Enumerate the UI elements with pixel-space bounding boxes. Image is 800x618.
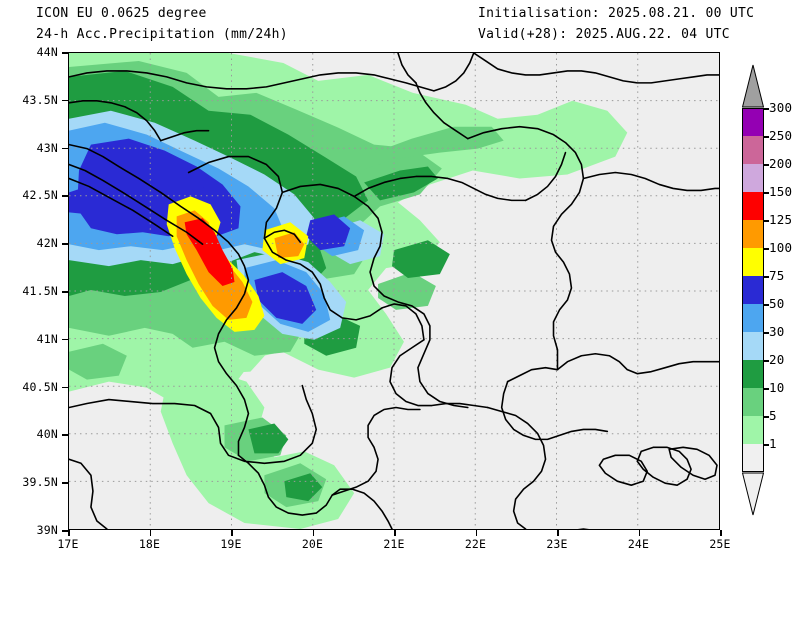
colorbar-legend: 300 250 200 150 125 100 75 50 30 20 10 5 1 (738, 64, 800, 516)
y-tick-mark (62, 530, 68, 532)
colorbar-tick (764, 332, 769, 334)
colorbar-bands (742, 108, 764, 472)
precipitation-field (69, 53, 628, 529)
colorbar-label-125: 125 (769, 212, 793, 227)
y-axis-label: 41.5N (22, 284, 58, 298)
x-axis-label: 17E (57, 537, 79, 551)
colorbar-overflow-top (742, 64, 764, 108)
y-axis-label: 43N (36, 140, 58, 155)
colorbar-tick (764, 360, 769, 362)
colorbar-tick (764, 388, 769, 390)
x-tick-mark (557, 530, 559, 536)
colorbar-tick (764, 220, 769, 222)
colorbar-band-100 (742, 248, 764, 276)
colorbar-tick (764, 108, 769, 110)
y-axis-label: 40N (36, 427, 58, 442)
x-axis-label: 21E (383, 537, 405, 551)
header-initialisation-line: Initialisation: 2025.08.21. 00 UTC (478, 6, 755, 21)
colorbar-band-250 (742, 136, 764, 164)
colorbar-tick (764, 136, 769, 138)
x-axis-label: 25E (709, 537, 731, 551)
x-axis-label: 18E (138, 537, 161, 551)
y-axis-label: 43.5N (22, 92, 58, 107)
y-axis-label: 39.5N (22, 475, 58, 490)
colorbar-band-50 (742, 304, 764, 332)
y-axis-label: 44N (36, 45, 58, 59)
y-axis-label: 41N (36, 331, 58, 346)
coastlines-and-borders (69, 53, 719, 529)
colorbar-tick (764, 444, 769, 446)
y-tick-mark (62, 434, 68, 436)
colorbar-band-5 (742, 416, 764, 444)
colorbar-band-125 (742, 220, 764, 248)
y-tick-mark (62, 482, 68, 484)
map-gridlines (69, 53, 719, 529)
colorbar-tick (764, 276, 769, 278)
y-tick-mark (62, 243, 68, 245)
x-axis-label: 19E (220, 537, 242, 551)
y-tick-mark (62, 147, 68, 150)
colorbar-tick (764, 416, 769, 418)
colorbar-tick (764, 164, 769, 166)
colorbar-label-100: 100 (769, 240, 793, 255)
x-tick-mark (720, 530, 722, 536)
y-tick-mark (62, 99, 68, 102)
y-tick-mark (62, 195, 68, 197)
precipitation-map (68, 52, 720, 530)
colorbar-label-75: 75 (769, 268, 785, 283)
x-axis-label: 24E (627, 537, 650, 551)
colorbar-label-250: 250 (769, 128, 793, 143)
x-tick-mark (68, 530, 70, 536)
x-tick-mark (394, 530, 396, 536)
x-tick-mark (231, 530, 233, 536)
y-axis-label: 39N (36, 523, 58, 537)
header-model-line: ICON EU 0.0625 degree (36, 6, 207, 21)
colorbar-band-30 (742, 332, 764, 360)
colorbar-label-10: 10 (769, 380, 785, 395)
colorbar-label-150: 150 (769, 184, 793, 199)
map-clip (69, 53, 719, 529)
y-tick-mark (62, 386, 68, 389)
header-valid-line: Valid(+28): 2025.AUG.22. 04 UTC (478, 27, 730, 42)
colorbar-band-150 (742, 192, 764, 220)
x-axis-label: 22E (464, 537, 487, 551)
x-tick-mark (638, 530, 640, 536)
colorbar-tick (764, 192, 769, 194)
colorbar-band-75 (742, 276, 764, 304)
x-axis-label: 20E (301, 537, 324, 551)
colorbar-overflow-bottom (742, 472, 764, 516)
colorbar-tick (764, 304, 769, 306)
colorbar-label-50: 50 (769, 296, 785, 311)
y-tick-mark (62, 338, 68, 341)
y-axis-label: 42.5N (22, 188, 58, 203)
colorbar-band-1 (742, 444, 764, 472)
x-tick-mark (312, 530, 314, 536)
x-tick-mark (149, 530, 151, 536)
x-axis-label: 23E (546, 537, 568, 551)
colorbar-band-200 (742, 164, 764, 192)
colorbar-label-5: 5 (769, 408, 777, 423)
y-axis-label: 40.5N (22, 379, 58, 394)
colorbar-label-300: 300 (769, 100, 793, 115)
colorbar-band-10 (742, 388, 764, 416)
colorbar-band-300 (742, 108, 764, 136)
map-canvas (69, 53, 719, 529)
x-tick-mark (475, 530, 477, 536)
colorbar-label-1: 1 (769, 436, 777, 451)
colorbar-label-20: 20 (769, 352, 785, 367)
y-axis-label: 42N (36, 236, 58, 251)
colorbar-label-200: 200 (769, 156, 793, 171)
y-tick-mark (62, 52, 68, 54)
header-field-line: 24-h Acc.Precipitation (mm/24h) (36, 27, 288, 42)
colorbar-tick (764, 248, 769, 250)
colorbar-band-20 (742, 360, 764, 388)
y-tick-mark (62, 291, 68, 293)
colorbar-label-30: 30 (769, 324, 785, 339)
